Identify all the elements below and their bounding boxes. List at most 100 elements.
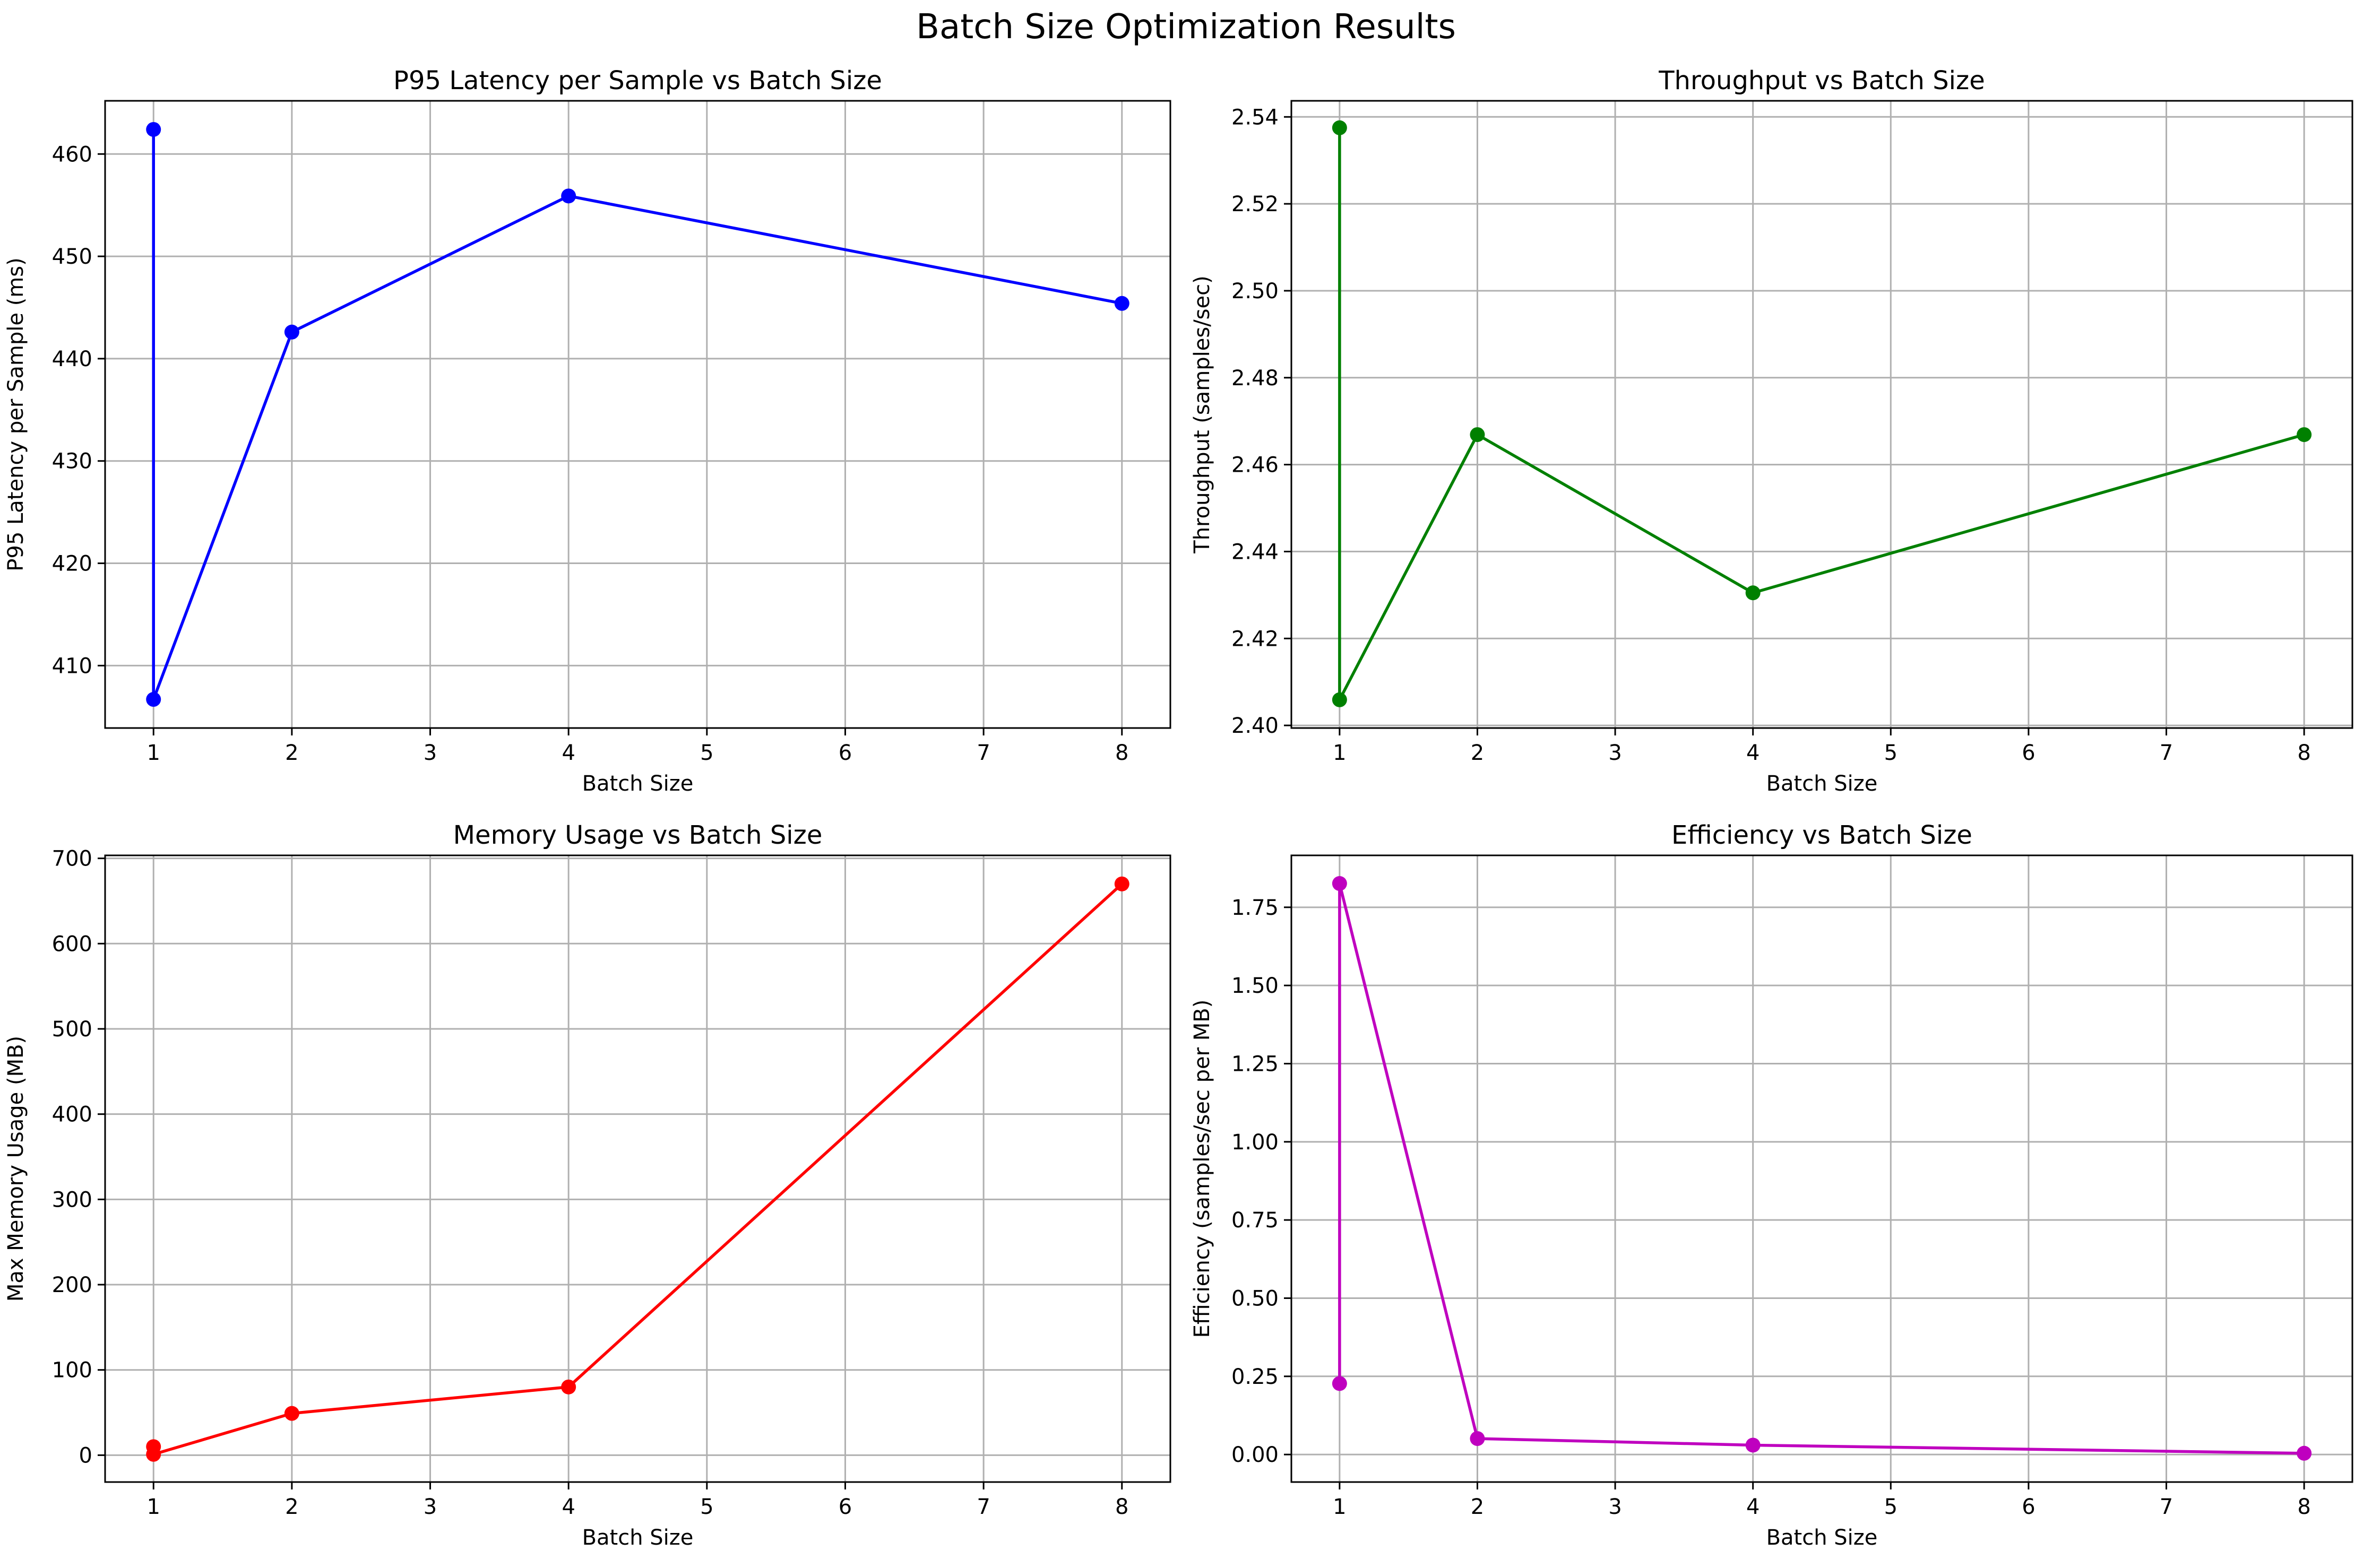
subplot-3: 1 2 3 4 5 6 7 8 0 100 200 300 400 500 600 700 Memory Usa… — [4, 820, 1171, 1550]
x-tick-label: 1 — [1333, 741, 1346, 765]
x-axis-label: Batch Size — [1766, 1526, 1878, 1550]
data-point — [1114, 296, 1129, 311]
x-tick-label: 2 — [1471, 1495, 1484, 1519]
y-tick-label: 2.40 — [1231, 714, 1279, 738]
series-line — [1338, 127, 2305, 701]
x-tick-label: 8 — [2297, 1495, 2310, 1519]
y-tick-label: 2.44 — [1231, 540, 1279, 564]
x-tick-label: 8 — [1115, 741, 1128, 765]
series-line — [152, 129, 1123, 701]
subplot-title: Throughput vs Batch Size — [1658, 66, 1985, 96]
y-tick-label: 2.54 — [1231, 105, 1279, 129]
x-tick-label: 6 — [2022, 1495, 2035, 1519]
x-tick-label: 1 — [1333, 1495, 1346, 1519]
x-tick-label: 8 — [2297, 741, 2310, 765]
x-tick-label: 4 — [562, 1495, 575, 1519]
x-tick-label: 4 — [1746, 1495, 1759, 1519]
x-tick-label: 5 — [700, 741, 713, 765]
x-tick-label: 2 — [1471, 741, 1484, 765]
data-point — [561, 188, 576, 204]
y-tick-label: 300 — [52, 1188, 92, 1212]
x-tick-label: 7 — [977, 741, 990, 765]
y-axis-label: Throughput (samples/sec) — [1190, 275, 1214, 553]
data-point — [146, 1446, 161, 1462]
data-point — [2297, 1445, 2312, 1461]
y-tick-label: 2.42 — [1231, 627, 1279, 651]
y-tick-label: 0 — [79, 1443, 92, 1468]
data-point — [1745, 1437, 1761, 1453]
y-tick-label: 200 — [52, 1273, 92, 1297]
subplot-title: Efficiency vs Batch Size — [1671, 820, 1972, 850]
data-point — [1332, 692, 1347, 707]
y-tick-label: 0.75 — [1231, 1208, 1279, 1233]
y-tick-label: 0.50 — [1231, 1286, 1279, 1311]
data-point — [284, 324, 299, 340]
y-tick-label: 500 — [52, 1017, 92, 1042]
data-point — [1332, 876, 1347, 891]
series-line — [152, 882, 1123, 1456]
y-tick-label: 600 — [52, 932, 92, 956]
x-tick-label: 6 — [2022, 741, 2035, 765]
y-tick-label: 2.46 — [1231, 453, 1279, 478]
y-tick-label: 400 — [52, 1103, 92, 1127]
axes-frame — [1290, 854, 2353, 1483]
data-point — [1114, 876, 1129, 891]
figure-title: Batch Size Optimization Results — [916, 7, 1456, 47]
axes-frame — [1290, 100, 2353, 729]
x-tick-label: 8 — [1115, 1495, 1128, 1519]
y-tick-label: 100 — [52, 1358, 92, 1383]
x-tick-label: 3 — [424, 741, 437, 765]
data-point — [2297, 427, 2312, 443]
y-axis-label: P95 Latency per Sample (ms) — [4, 257, 28, 571]
series-line — [1338, 882, 2305, 1455]
y-tick-label: 460 — [52, 142, 92, 167]
x-tick-label: 5 — [700, 1495, 713, 1519]
axes-frame — [104, 100, 1171, 729]
data-point — [284, 1406, 299, 1421]
x-axis-label: Batch Size — [582, 772, 694, 796]
x-tick-label: 6 — [839, 1495, 852, 1519]
x-tick-label: 3 — [1608, 741, 1621, 765]
data-point — [146, 122, 161, 137]
x-tick-label: 5 — [1884, 741, 1897, 765]
data-point — [561, 1379, 576, 1394]
subplot-title: P95 Latency per Sample vs Batch Size — [393, 66, 882, 96]
y-tick-label: 0.00 — [1231, 1443, 1279, 1467]
y-tick-label: 2.48 — [1231, 366, 1279, 391]
x-tick-label: 4 — [1746, 741, 1759, 765]
y-tick-label: 430 — [52, 449, 92, 474]
data-point — [146, 692, 161, 707]
x-tick-label: 1 — [147, 1495, 160, 1519]
x-tick-label: 1 — [147, 741, 160, 765]
x-tick-label: 2 — [285, 741, 298, 765]
axes-frame — [104, 854, 1171, 1483]
x-axis-label: Batch Size — [582, 1526, 694, 1550]
y-axis-label: Max Memory Usage (MB) — [4, 1036, 28, 1302]
y-axis-label: Efficiency (samples/sec per MB) — [1190, 1000, 1214, 1338]
y-tick-label: 410 — [52, 654, 92, 678]
y-tick-label: 1.75 — [1231, 896, 1279, 920]
y-tick-label: 1.50 — [1231, 974, 1279, 998]
subplot-4: 1 2 3 4 5 6 7 8 0.00 0.25 0.50 0.75 1.00 1.25 1.50 1.75… — [1190, 820, 2353, 1550]
x-tick-label: 7 — [2160, 1495, 2173, 1519]
y-tick-label: 0.25 — [1231, 1365, 1279, 1389]
y-tick-label: 1.25 — [1231, 1052, 1279, 1076]
x-axis-label: Batch Size — [1766, 772, 1878, 796]
data-point — [1332, 1376, 1347, 1391]
x-tick-label: 3 — [1608, 1495, 1621, 1519]
data-point — [1470, 1431, 1485, 1446]
y-tick-label: 450 — [52, 245, 92, 269]
data-point — [1745, 585, 1761, 601]
y-tick-label: 2.52 — [1231, 192, 1279, 216]
x-tick-label: 6 — [839, 741, 852, 765]
y-tick-label: 440 — [52, 347, 92, 371]
y-tick-label: 2.50 — [1231, 279, 1279, 304]
x-tick-label: 7 — [2160, 741, 2173, 765]
data-point — [1470, 427, 1485, 443]
x-tick-label: 5 — [1884, 1495, 1897, 1519]
x-tick-label: 3 — [424, 1495, 437, 1519]
subplot-2: 1 2 3 4 5 6 7 8 2.40 2.42 2.44 2.46 2.48 2.50 2.52 2.54… — [1190, 66, 2353, 796]
subplot-1: 1 2 3 4 5 6 7 8 410 420 430 440 450 460 P95 Latency pe… — [4, 66, 1171, 796]
x-tick-label: 4 — [562, 741, 575, 765]
y-tick-label: 1.00 — [1231, 1130, 1279, 1155]
